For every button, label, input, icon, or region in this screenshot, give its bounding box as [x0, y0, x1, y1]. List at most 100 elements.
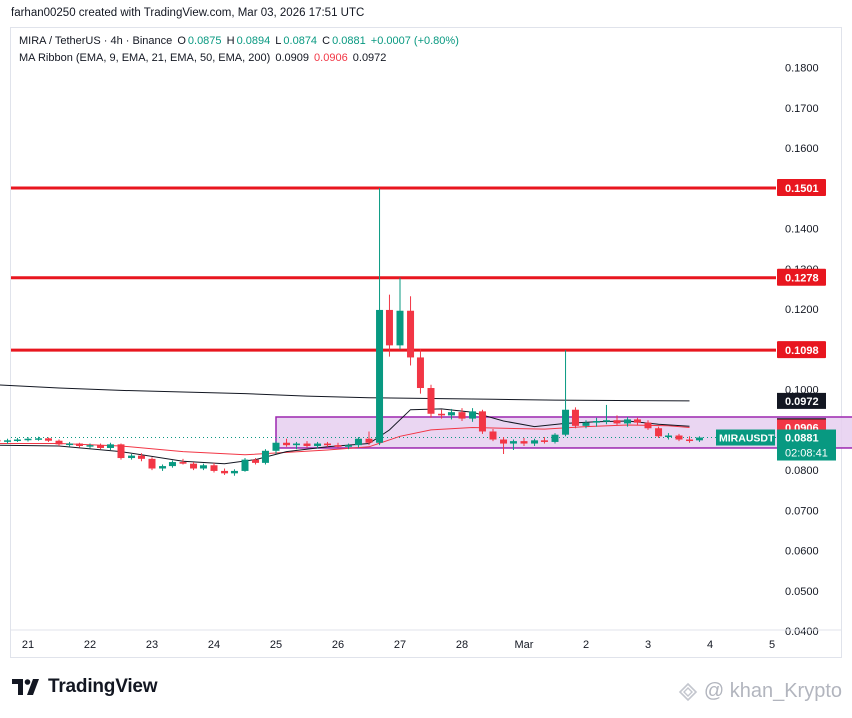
candle[interactable]	[35, 438, 43, 440]
candle[interactable]	[602, 420, 610, 422]
candle[interactable]	[241, 459, 249, 471]
value-tag	[777, 392, 826, 409]
level-price-label: 0.1278	[785, 273, 819, 285]
x-tick-label: 25	[270, 639, 282, 651]
y-tick-label: 0.0400	[785, 626, 819, 638]
y-tick-label: 0.1200	[785, 304, 819, 316]
candle[interactable]	[128, 455, 136, 459]
candle[interactable]	[695, 437, 703, 441]
candle[interactable]	[272, 442, 280, 451]
candle[interactable]	[686, 439, 694, 442]
y-tick-label: 0.0500	[785, 586, 819, 598]
candle[interactable]	[190, 463, 198, 469]
symbol-name[interactable]: MIRA / TetherUS · 4h · Binance	[19, 35, 173, 47]
candle[interactable]	[117, 444, 125, 459]
candle[interactable]	[44, 438, 52, 441]
candle[interactable]	[376, 309, 384, 443]
candle[interactable]	[489, 431, 497, 440]
candle[interactable]	[478, 411, 486, 432]
y-tick-label: 0.1700	[785, 103, 819, 115]
candle[interactable]	[168, 462, 176, 467]
ma-value-3: 0.0972	[352, 52, 387, 64]
candle[interactable]	[55, 440, 63, 445]
candle[interactable]	[655, 428, 663, 437]
candle[interactable]	[385, 309, 393, 346]
candle[interactable]	[500, 439, 508, 444]
candle[interactable]	[613, 420, 621, 424]
candle[interactable]	[261, 450, 269, 463]
tradingview-brand: TradingView	[48, 676, 158, 697]
candle[interactable]	[179, 462, 187, 464]
candle[interactable]	[230, 470, 238, 474]
candle[interactable]	[675, 435, 683, 440]
x-tick-label: 24	[208, 639, 220, 651]
candle[interactable]	[562, 409, 570, 435]
candle[interactable]	[0, 439, 1, 442]
candle[interactable]	[365, 438, 373, 443]
x-tick-label: Mar	[515, 639, 534, 651]
x-tick-label: 3	[645, 639, 651, 651]
candle[interactable]	[323, 443, 331, 446]
close-value: 0.0881	[332, 35, 366, 47]
value-tag-label: 0.0972	[785, 396, 819, 408]
candle[interactable]	[292, 443, 300, 446]
candle[interactable]	[283, 442, 291, 446]
candle[interactable]	[571, 409, 579, 426]
candle[interactable]	[66, 443, 74, 446]
candle[interactable]	[199, 465, 207, 469]
candle[interactable]	[345, 445, 353, 447]
candle[interactable]	[664, 435, 672, 438]
candle[interactable]	[551, 434, 559, 442]
candle[interactable]	[303, 443, 311, 446]
candle[interactable]	[148, 458, 156, 469]
candle[interactable]	[416, 357, 424, 389]
candle[interactable]	[520, 441, 528, 444]
candle[interactable]	[106, 444, 114, 448]
x-tick-label: 21	[22, 639, 34, 651]
candle[interactable]	[75, 443, 83, 446]
y-tick-label: 0.0700	[785, 505, 819, 517]
candle[interactable]	[252, 459, 260, 463]
x-tick-label: 23	[146, 639, 158, 651]
y-tick-label: 0.1400	[785, 224, 819, 236]
high-value: 0.0894	[236, 35, 271, 47]
candle[interactable]	[593, 421, 601, 423]
candle[interactable]	[354, 438, 362, 446]
candle[interactable]	[427, 388, 435, 414]
candle[interactable]	[97, 445, 105, 448]
candle[interactable]	[334, 445, 342, 447]
x-tick-label: 2	[583, 639, 589, 651]
candle[interactable]	[4, 440, 12, 442]
candle[interactable]	[159, 466, 167, 469]
candle[interactable]	[644, 422, 652, 429]
candle[interactable]	[24, 438, 32, 441]
candle[interactable]	[86, 445, 94, 447]
candle[interactable]	[210, 465, 218, 471]
candle[interactable]	[469, 411, 477, 419]
candle[interactable]	[509, 441, 517, 444]
candle[interactable]	[447, 412, 455, 416]
candle[interactable]	[624, 419, 632, 424]
candle[interactable]	[407, 310, 415, 358]
low-label: L	[275, 35, 282, 47]
candle[interactable]	[13, 439, 21, 442]
candle[interactable]	[438, 413, 446, 416]
open-value: 0.0875	[187, 35, 222, 47]
candle[interactable]	[531, 440, 539, 444]
candle[interactable]	[396, 310, 404, 346]
candle[interactable]	[458, 412, 466, 419]
candle[interactable]	[582, 422, 590, 426]
candle[interactable]	[314, 443, 322, 446]
symbol-tag	[716, 429, 775, 446]
candle[interactable]	[221, 470, 229, 474]
change-value: +0.0007 (+0.80%)	[370, 35, 459, 47]
close-label: C	[322, 35, 331, 47]
chart-panel[interactable]	[10, 27, 842, 658]
level-price-tag	[777, 341, 826, 359]
indicator-name[interactable]: MA Ribbon (EMA, 9, EMA, 21, EMA, 50, EMA…	[19, 52, 271, 64]
candle[interactable]	[633, 419, 641, 423]
level-price-label: 0.1501	[785, 183, 819, 195]
candle[interactable]	[137, 455, 145, 459]
candle[interactable]	[540, 440, 548, 442]
